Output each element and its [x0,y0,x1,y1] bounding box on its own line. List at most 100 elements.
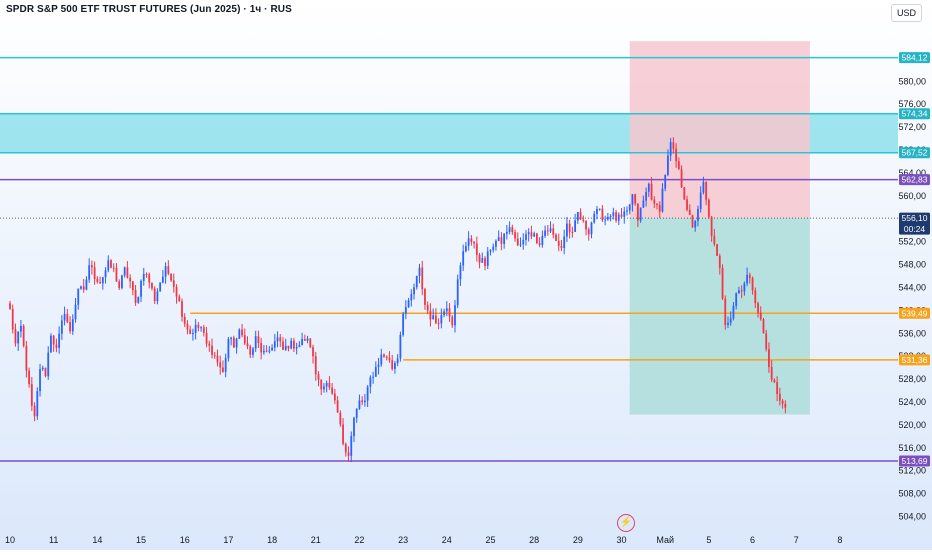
x-tick-label: 22 [354,535,364,545]
candle-body [759,312,762,320]
candle-body [546,230,549,232]
candle-body [718,255,721,268]
candle-body [262,350,265,353]
candle-body [691,214,694,228]
candle-body [563,236,566,248]
candle-body [85,279,88,290]
level-price-label: 539,49 [902,308,928,318]
candle-body [88,265,91,280]
candle-body [295,347,298,349]
candle-body [110,260,112,268]
candle-body [448,308,451,317]
candle-body [445,308,448,312]
candle-body [544,230,546,236]
candle-body [710,216,713,236]
candle-body [541,235,544,246]
candle-body [574,220,577,232]
level-price-label: 562,83 [902,175,928,185]
candle-body [582,219,585,221]
candle-body [628,204,631,211]
candle-body [770,366,773,380]
x-tick-label: 15 [136,535,146,545]
candle-body [751,278,754,291]
candle-body [344,443,347,453]
candle-body [342,424,344,444]
candle-body [377,364,380,367]
candle-body [385,356,388,358]
candle-body [383,354,385,357]
x-tick-label: 17 [223,535,233,545]
candle-body [609,216,612,218]
candle-body [50,335,52,353]
candle-body [606,216,609,220]
candle-body [784,403,787,408]
candle-body [535,233,538,244]
candle-body [74,304,77,320]
last-price-label-box [899,212,930,235]
candle-body [200,327,202,329]
candle-body [118,281,121,289]
candle-body [503,233,506,244]
candle-body [243,335,246,344]
candle-body [615,212,617,221]
candle-body [667,155,669,175]
candle-body [623,211,626,217]
candle-body [415,275,418,288]
candle-body [290,340,293,349]
candle-body [525,234,527,240]
candle-body [222,367,224,372]
candle-body [527,232,530,235]
candle-body [320,379,323,390]
level-price-label-box [899,307,930,319]
candle-body [260,343,263,353]
candle-body [721,267,724,299]
stop-zone [629,41,810,219]
candle-body [358,400,361,409]
candle-body [333,393,336,401]
candle-body [505,231,508,234]
candle-body [249,346,252,355]
candle-body [702,181,705,193]
candle-body [161,276,164,283]
currency-button[interactable]: USD [890,4,922,22]
candle-body [77,288,80,305]
candle-body [647,183,650,192]
candle-body [164,266,167,277]
candle-body [366,386,369,401]
candle-body [107,260,110,271]
candle-body [773,379,776,382]
candle-body [454,305,456,326]
x-tick-label: 23 [398,535,408,545]
candle-body [93,267,96,279]
candle-body [20,325,22,332]
candle-body [126,267,129,278]
candle-body [374,366,377,377]
y-tick-label: 564,00 [898,168,926,178]
candle-body [743,283,746,292]
x-tick-label: 11 [49,535,58,545]
candle-body [391,360,394,369]
candle-body [399,334,402,359]
candle-body [568,223,571,232]
lightning-icon[interactable]: ⚡ [617,514,635,532]
candle-body [36,391,39,417]
candle-body [757,303,759,313]
y-tick-label: 572,00 [898,122,926,132]
candle-body [82,286,85,290]
candle-body [219,362,222,368]
candle-body [388,357,391,361]
candle-body [235,338,238,348]
candle-body [410,294,413,301]
candle-body [658,205,661,212]
candle-body [557,240,560,246]
candle-body [66,313,69,323]
candle-body [486,251,489,266]
candle-body [194,324,197,333]
candle-body [778,393,781,401]
candle-body [63,313,66,321]
candle-body [14,329,17,344]
candle-body [402,313,405,335]
y-tick-label: 512,00 [898,466,926,476]
